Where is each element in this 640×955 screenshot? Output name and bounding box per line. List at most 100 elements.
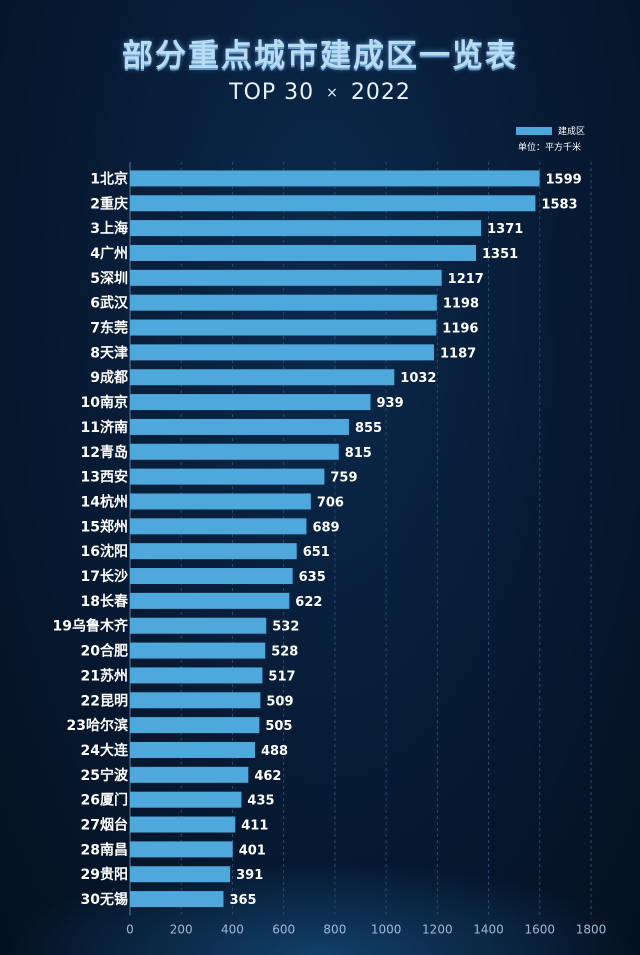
subtitle-top: TOP 30	[229, 80, 315, 105]
category-label: 1北京	[90, 170, 128, 187]
data-label: 528	[271, 645, 298, 660]
bar	[130, 841, 233, 858]
x-tick-label: 1800	[576, 923, 607, 937]
data-label: 1187	[440, 346, 476, 361]
bar	[130, 866, 231, 883]
category-label: 21苏州	[81, 667, 128, 684]
data-label: 1351	[482, 247, 518, 262]
bar	[130, 766, 249, 783]
category-label: 11济南	[81, 419, 128, 436]
category-label: 15郑州	[81, 518, 128, 535]
bar	[130, 816, 236, 833]
bar	[130, 667, 263, 684]
bar	[130, 170, 540, 187]
legend-swatch	[516, 126, 552, 135]
x-tick-label: 1200	[422, 923, 453, 937]
category-label: 16沈阳	[81, 543, 128, 560]
bar	[130, 891, 224, 908]
category-label: 5深圳	[90, 270, 128, 287]
x-tick-label: 1400	[473, 923, 504, 937]
bar	[130, 369, 395, 386]
data-label: 759	[330, 471, 357, 486]
bar	[130, 294, 437, 311]
category-label: 18长春	[81, 593, 129, 610]
x-tick-label: 200	[170, 923, 193, 937]
bar	[130, 617, 267, 634]
category-label: 29贵阳	[81, 866, 128, 883]
bar	[130, 493, 311, 510]
bar	[130, 468, 325, 485]
data-label: 689	[312, 520, 339, 535]
category-label: 25宁波	[81, 767, 129, 784]
bar	[130, 592, 290, 609]
category-label: 23哈尔滨	[67, 717, 128, 734]
category-label: 20合肥	[81, 643, 128, 660]
x-tick-label: 1600	[525, 923, 556, 937]
bar	[130, 692, 261, 709]
bar	[130, 319, 437, 336]
subtitle-times-glyph: ×	[326, 85, 339, 101]
data-label: 1198	[443, 297, 479, 312]
category-label: 10南京	[81, 394, 128, 411]
unit-label: 单位：平方千米	[518, 143, 582, 153]
category-label: 6武汉	[90, 295, 129, 312]
data-label: 365	[229, 893, 256, 908]
chart-title: 部分重点城市建成区一览表	[122, 38, 518, 74]
bar	[130, 244, 477, 261]
subtitle-year: 2022	[350, 80, 411, 105]
data-label: 505	[265, 719, 292, 734]
data-label: 1599	[546, 172, 582, 187]
bar	[130, 543, 297, 560]
data-label: 815	[345, 446, 372, 461]
data-label: 435	[247, 794, 274, 809]
category-label: 26厦门	[81, 792, 128, 809]
x-tick-label: 600	[272, 923, 295, 937]
data-label: 855	[355, 421, 382, 436]
category-label: 12青岛	[81, 444, 128, 461]
category-label: 24大连	[81, 742, 129, 759]
category-label: 30无锡	[81, 891, 128, 908]
data-label: 706	[317, 495, 344, 510]
bar	[130, 344, 435, 361]
data-label: 509	[266, 694, 293, 709]
data-label: 651	[303, 545, 330, 560]
data-label: 1583	[541, 197, 577, 212]
bar	[130, 220, 482, 237]
bar	[130, 418, 349, 435]
x-tick-label: 800	[323, 923, 346, 937]
data-label: 1217	[448, 272, 484, 287]
data-label: 635	[299, 570, 326, 585]
bar	[130, 518, 307, 535]
bar	[130, 269, 442, 286]
data-label: 939	[376, 396, 403, 411]
category-label: 17长沙	[81, 568, 128, 585]
bar	[130, 443, 339, 460]
bar	[130, 195, 536, 212]
legend-label: 建成区	[558, 127, 586, 137]
category-label: 14杭州	[81, 493, 128, 510]
data-label: 1032	[400, 371, 436, 386]
data-label: 401	[239, 843, 266, 858]
bottom-glow	[0, 860, 640, 955]
category-label: 3上海	[90, 220, 128, 237]
data-label: 488	[261, 744, 288, 759]
data-label: 411	[241, 819, 268, 834]
category-label: 2重庆	[90, 195, 128, 212]
category-label: 7东莞	[90, 320, 128, 337]
category-label: 13西安	[81, 469, 128, 486]
bar	[130, 717, 260, 734]
bar	[130, 642, 266, 659]
chart-subtitle: TOP 30 × 2022	[0, 80, 640, 105]
category-label: 9成都	[90, 369, 128, 386]
bar	[130, 394, 371, 411]
x-tick-label: 1000	[371, 923, 402, 937]
legend: 建成区	[516, 124, 585, 137]
x-tick-label: 400	[221, 923, 244, 937]
category-label: 27烟台	[81, 817, 128, 834]
data-label: 622	[295, 595, 322, 610]
category-label: 4广州	[90, 245, 128, 262]
data-label: 391	[236, 868, 263, 883]
data-label: 517	[268, 669, 295, 684]
bar	[130, 568, 293, 585]
